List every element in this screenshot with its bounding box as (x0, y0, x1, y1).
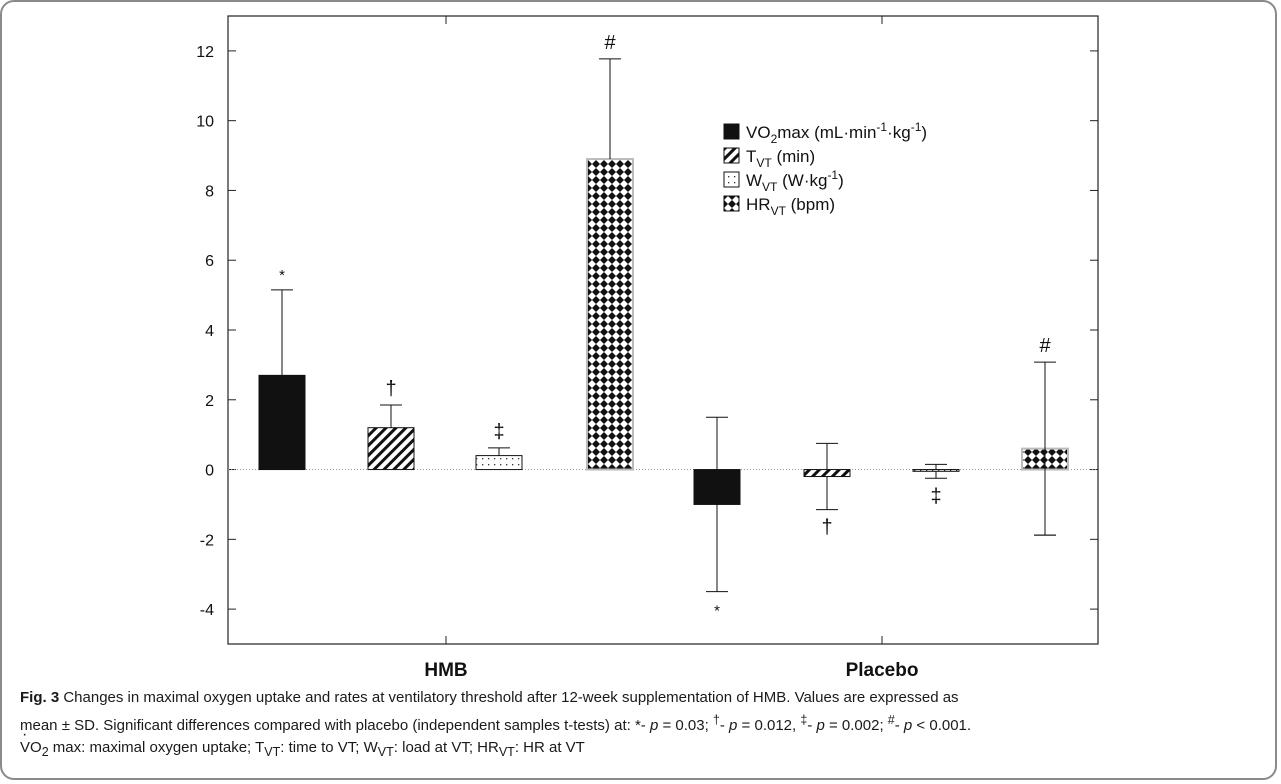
figure-caption: Fig. 3 Changes in maximal oxygen uptake … (20, 687, 1260, 763)
legend-text: W (746, 171, 762, 190)
y-axis: -4 -2 0 2 4 6 8 10 12 (196, 44, 1098, 619)
legend-label: HRVT (bpm) (746, 195, 835, 218)
fig-label: Fig. 3 (20, 689, 60, 706)
legend-subscript: 2 (771, 132, 778, 146)
bar (475, 455, 523, 471)
y-tick-label: 8 (205, 183, 214, 200)
legend-subscript: VT (762, 180, 778, 194)
y-tick-label: 10 (196, 114, 214, 131)
y-tick-label: 6 (205, 253, 214, 270)
caption-text-2e: - (807, 717, 817, 734)
caption-text-2f: = 0.002; (824, 717, 888, 734)
caption-text-3c: : load at VT; HR (393, 739, 499, 756)
legend-text: ·kg (887, 123, 911, 142)
double-dagger-mark: ‡ (800, 713, 808, 727)
y-tick-label: -2 (200, 532, 214, 549)
legend-text: (min) (772, 147, 815, 166)
bar (367, 427, 415, 471)
caption-line-3: VO2 max: maximal oxygen uptake; TVT: tim… (20, 724, 1260, 763)
v-dot-symbol: V (20, 724, 30, 759)
caption-text-2c: - (719, 717, 730, 734)
legend-label: TVT (min) (746, 147, 815, 170)
caption-text-3o: O (30, 739, 42, 756)
y-tick-label: 12 (196, 44, 214, 61)
legend-text: HR (746, 195, 771, 214)
significance-mark: * (714, 603, 720, 620)
p-symbol: p (729, 717, 738, 734)
p-symbol: p (903, 717, 913, 734)
bar (258, 374, 306, 471)
hash-mark: # (887, 713, 895, 727)
significance-mark: * (279, 267, 285, 284)
significance-mark: † (821, 517, 832, 539)
x-axis: HMB Placebo (424, 16, 918, 680)
legend-swatch (723, 171, 740, 188)
significance-mark: † (385, 378, 396, 400)
significance-mark: # (1039, 335, 1051, 357)
caption-text-2b: = 0.03; (658, 717, 713, 734)
subscript-vt: VT (264, 745, 281, 759)
p-symbol: p (816, 717, 825, 734)
legend-text: (W·kg (777, 171, 827, 190)
legend-subscript: VT (756, 156, 772, 170)
y-tick-label: -4 (200, 602, 214, 619)
significance-mark: ‡ (930, 485, 941, 507)
bar (693, 469, 741, 505)
x-category-label: Placebo (846, 660, 919, 680)
caption-text-2g: - (894, 717, 904, 734)
legend-swatch (723, 147, 740, 164)
legend-text: ) (838, 171, 844, 190)
caption-text-2a: mean ± SD. Significant differences compa… (20, 717, 650, 734)
plot-area (227, 15, 1099, 645)
caption-line-2: mean ± SD. Significant differences compa… (20, 709, 1260, 737)
bar (803, 469, 851, 478)
legend-superscript: -1 (827, 168, 838, 182)
bar (912, 469, 960, 472)
subscript-vt: VT (377, 745, 394, 759)
caption-text-3a: max: maximal oxygen uptake; T (48, 739, 265, 756)
legend-label: VO2max (mL·min-1·kg-1) (746, 120, 927, 146)
legend-subscript: VT (771, 204, 787, 218)
caption-text-3d: : HR at VT (514, 739, 585, 756)
caption-text-2h: < 0.001. (912, 717, 972, 734)
subscript-2: 2 (41, 745, 49, 759)
legend: VO2max (mL·min-1·kg-1)TVT (min)WVT (W·kg… (723, 120, 927, 218)
y-tick-label: 0 (205, 463, 214, 480)
legend-text: ) (921, 123, 927, 142)
legend-swatch (723, 195, 740, 212)
legend-superscript: -1 (911, 120, 922, 134)
bars: * * † † ‡ ‡ # # (258, 32, 1069, 620)
significance-mark: ‡ (493, 421, 504, 443)
subscript-vt: VT (498, 745, 515, 759)
caption-line-1: Fig. 3 Changes in maximal oxygen uptake … (20, 687, 1260, 709)
legend-text: VO (746, 123, 771, 142)
p-symbol: p (649, 717, 659, 734)
caption-text-1: Changes in maximal oxygen uptake and rat… (59, 689, 959, 706)
y-tick-label: 4 (205, 323, 214, 340)
legend-superscript: -1 (876, 120, 887, 134)
y-tick-label: 2 (205, 393, 214, 410)
legend-text: T (746, 147, 756, 166)
legend-swatch (723, 123, 740, 140)
bar (586, 158, 634, 471)
significance-mark: # (604, 32, 616, 54)
caption-text-2d: = 0.012, (737, 717, 801, 734)
dagger-mark: † (712, 713, 720, 727)
legend-text: (bpm) (786, 195, 835, 214)
caption-text-3b: : time to VT; W (280, 739, 378, 756)
legend-text: max (mL·min (777, 123, 876, 142)
x-category-label: HMB (424, 660, 467, 680)
legend-label: WVT (W·kg-1) (746, 168, 844, 194)
